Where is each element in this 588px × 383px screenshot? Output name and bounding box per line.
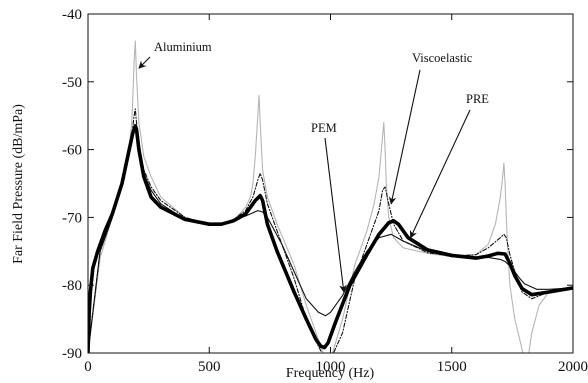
y-tick-label: -40 (62, 7, 82, 23)
x-tick-label: 1000 (316, 359, 346, 375)
y-tick-label: -60 (62, 143, 82, 159)
series-layer (88, 40, 573, 353)
y-tick-label: -90 (62, 346, 82, 362)
x-tick-label: 2000 (558, 359, 588, 375)
annotation-label-pre: PRE (466, 92, 489, 106)
annotations: Aluminium Viscoelastic PEM PRE (138, 40, 489, 293)
annotation-arrow-pre (409, 109, 471, 239)
x-tick-label: 500 (198, 359, 221, 375)
axis-ticks: 0 500 1000 1500 2000 -90 -80 -70 -60 -50 -40 (62, 7, 588, 375)
y-tick-label: -70 (62, 210, 82, 226)
annotation-arrow-viscoelastic (388, 69, 421, 205)
x-tick-label: 1500 (437, 359, 467, 375)
series-line-viscoelastic (88, 108, 573, 353)
annotation-label-pem: PEM (311, 121, 337, 135)
x-axis-label: Frequency (Hz) (286, 366, 375, 381)
series-line-pre (88, 124, 573, 353)
annotation-label-viscoelastic: Viscoelastic (412, 51, 473, 65)
x-tick-label: 0 (84, 359, 92, 375)
y-tick-label: -80 (62, 278, 82, 294)
y-tick-label: -50 (62, 75, 82, 91)
annotation-arrow-aluminium (138, 56, 151, 69)
y-axis-label: Far Field Pressure (dB/mPa) (11, 104, 26, 264)
series-line-aluminium (88, 40, 573, 353)
annotation-arrow-pem (324, 137, 347, 293)
annotation-label-aluminium: Aluminium (154, 40, 212, 54)
series-line-pem (88, 125, 573, 353)
